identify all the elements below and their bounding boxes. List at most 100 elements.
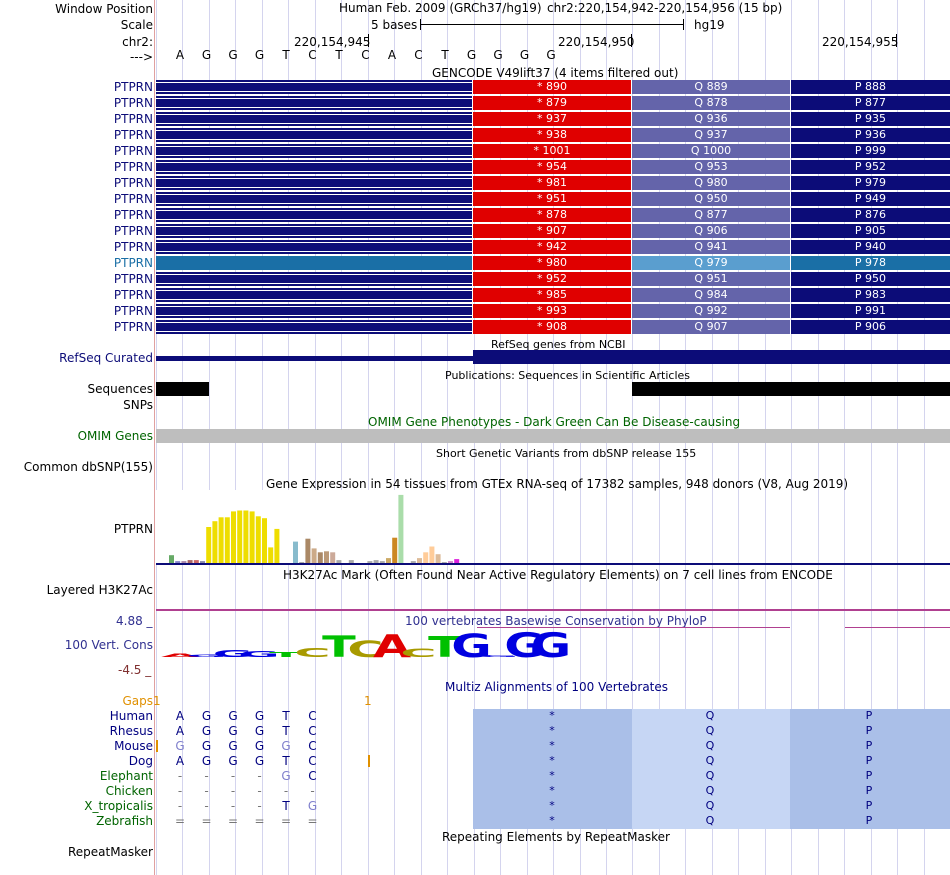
gtex-tissue-bar[interactable] [212, 521, 218, 563]
gtex-tissue-bar[interactable] [274, 528, 280, 563]
gtex-tissue-bar[interactable] [200, 561, 205, 563]
gtex-tissue-bar[interactable] [237, 510, 243, 564]
codon-p-exon[interactable]: P 935 [791, 112, 950, 126]
codon-q-exon[interactable]: Q 937 [632, 128, 790, 142]
gencode-transcript[interactable]: * 981 Q 980 P 979 [156, 176, 950, 190]
gencode-track-title[interactable]: GENCODE V49lift37 (4 items filtered out) [432, 66, 679, 80]
gtex-tissue-bar[interactable] [336, 560, 342, 563]
codon-q-exon[interactable]: Q 889 [632, 80, 790, 94]
codon-q-exon[interactable]: Q 936 [632, 112, 790, 126]
gencode-transcript-label[interactable]: PTPRN [113, 272, 153, 286]
gencode-transcript-label[interactable]: PTPRN [113, 304, 153, 318]
gencode-transcript[interactable]: * 878 Q 877 P 876 [156, 208, 950, 222]
codon-p-exon[interactable]: P 978 [791, 256, 950, 270]
gencode-transcript-label[interactable]: PTPRN [113, 128, 153, 142]
multiz-track-title[interactable]: Multiz Alignments of 100 Vertebrates [445, 680, 669, 694]
codon-q-exon[interactable]: Q 984 [632, 288, 790, 302]
codon-p-exon[interactable]: P 983 [791, 288, 950, 302]
gencode-transcript-label[interactable]: PTPRN [113, 144, 153, 158]
gencode-transcript-label[interactable]: PTPRN [113, 288, 153, 302]
stop-codon-exon[interactable]: * 980 [473, 256, 631, 270]
stop-codon-exon[interactable]: * 942 [473, 240, 631, 254]
codon-q-exon[interactable]: Q 953 [632, 160, 790, 174]
codon-q-exon[interactable]: Q 950 [632, 192, 790, 206]
gencode-transcript[interactable]: * 937 Q 936 P 935 [156, 112, 950, 126]
stop-codon-exon[interactable]: * 1001 [473, 144, 631, 158]
gtex-tissue-bar[interactable] [454, 559, 460, 563]
gtex-tissue-bar[interactable] [218, 517, 224, 563]
codon-q-exon[interactable]: Q 941 [632, 240, 790, 254]
gencode-transcript[interactable]: * 890 Q 889 P 888 [156, 80, 950, 94]
codon-q-exon[interactable]: Q 992 [632, 304, 790, 318]
gtex-tissue-bar[interactable] [348, 560, 354, 563]
refseq-exon-bar[interactable] [473, 350, 950, 364]
gtex-tissue-bar[interactable] [324, 551, 329, 563]
codon-p-exon[interactable]: P 876 [791, 208, 950, 222]
gtex-tissue-bar[interactable] [386, 558, 391, 563]
h3k27ac-track-label[interactable]: Layered H3K27Ac [46, 583, 153, 597]
gencode-transcript-label[interactable]: PTPRN [113, 176, 153, 190]
refseq-track-label[interactable]: RefSeq Curated [59, 351, 153, 365]
phylop-track-title[interactable]: 100 vertebrates Basewise Conservation by… [405, 614, 707, 628]
stop-codon-exon[interactable]: * 907 [473, 224, 631, 238]
codon-p-exon[interactable]: P 999 [791, 144, 950, 158]
gtex-tissue-bar[interactable] [262, 518, 267, 563]
gencode-transcript[interactable]: * 879 Q 878 P 877 [156, 96, 950, 110]
gencode-transcript-label[interactable]: PTPRN [113, 240, 153, 254]
gtex-tissue-bar[interactable] [231, 511, 236, 563]
gencode-transcript[interactable]: * 908 Q 907 P 906 [156, 320, 950, 334]
gencode-transcript[interactable]: * 980 Q 979 P 978 [156, 256, 950, 270]
refseq-gene-bar[interactable] [156, 356, 473, 361]
gtex-tissue-bar[interactable] [255, 516, 261, 563]
gtex-tissue-bar[interactable] [448, 561, 453, 563]
publications-track-title[interactable]: Publications: Sequences in Scientific Ar… [445, 369, 690, 382]
refseq-track-title[interactable]: RefSeq genes from NCBI [491, 338, 626, 351]
gtex-tissue-bar[interactable] [417, 558, 422, 563]
codon-q-exon[interactable]: Q 906 [632, 224, 790, 238]
gtex-tissue-bar[interactable] [305, 538, 311, 563]
gtex-tissue-bar[interactable] [379, 561, 385, 563]
stop-codon-exon[interactable]: * 954 [473, 160, 631, 174]
phylop-track-label[interactable]: 100 Vert. Cons [64, 638, 153, 652]
gtex-tissue-bar[interactable] [293, 541, 298, 563]
stop-codon-exon[interactable]: * 981 [473, 176, 631, 190]
gtex-tissue-bar[interactable] [311, 548, 317, 563]
dbsnp-track-title[interactable]: Short Genetic Variants from dbSNP releas… [436, 447, 697, 460]
gtex-tissue-bar[interactable] [367, 561, 373, 563]
gtex-tissue-bar[interactable] [187, 560, 193, 563]
gencode-transcript-label[interactable]: PTPRN [113, 320, 153, 334]
sequence-hit-block[interactable] [156, 382, 209, 396]
repeatmasker-track-title[interactable]: Repeating Elements by RepeatMasker [442, 830, 670, 844]
gencode-transcript-label[interactable]: PTPRN [113, 256, 153, 270]
codon-q-exon[interactable]: Q 951 [632, 272, 790, 286]
codon-p-exon[interactable]: P 936 [791, 128, 950, 142]
gtex-tissue-bar[interactable] [181, 561, 187, 563]
stop-codon-exon[interactable]: * 890 [473, 80, 631, 94]
stop-codon-exon[interactable]: * 878 [473, 208, 631, 222]
gtex-tissue-bar[interactable] [169, 555, 174, 563]
gencode-transcript[interactable]: * 985 Q 984 P 983 [156, 288, 950, 302]
gtex-tissue-bar[interactable] [373, 560, 379, 563]
codon-p-exon[interactable]: P 877 [791, 96, 950, 110]
gencode-transcript[interactable]: * 993 Q 992 P 991 [156, 304, 950, 318]
stop-codon-exon[interactable]: * 938 [473, 128, 631, 142]
gtex-tissue-bar[interactable] [193, 560, 199, 563]
stop-codon-exon[interactable]: * 952 [473, 272, 631, 286]
gtex-tissue-bar[interactable] [441, 562, 447, 563]
gtex-tissue-bar[interactable] [243, 510, 249, 564]
snps-track-label[interactable]: SNPs [123, 398, 153, 412]
gtex-tissue-bar[interactable] [224, 517, 230, 563]
omim-gene-bar[interactable] [156, 429, 950, 443]
gtex-tissue-bar[interactable] [398, 494, 404, 563]
codon-q-exon[interactable]: Q 980 [632, 176, 790, 190]
gtex-tissue-bar[interactable] [392, 537, 398, 563]
gtex-tissue-bar[interactable] [330, 552, 336, 563]
stop-codon-exon[interactable]: * 937 [473, 112, 631, 126]
codon-p-exon[interactable]: P 979 [791, 176, 950, 190]
codon-p-exon[interactable]: P 888 [791, 80, 950, 94]
omim-track-title[interactable]: OMIM Gene Phenotypes - Dark Green Can Be… [368, 415, 741, 429]
codon-p-exon[interactable]: P 940 [791, 240, 950, 254]
codon-p-exon[interactable]: P 952 [791, 160, 950, 174]
codon-q-exon[interactable]: Q 1000 [632, 144, 790, 158]
codon-p-exon[interactable]: P 991 [791, 304, 950, 318]
